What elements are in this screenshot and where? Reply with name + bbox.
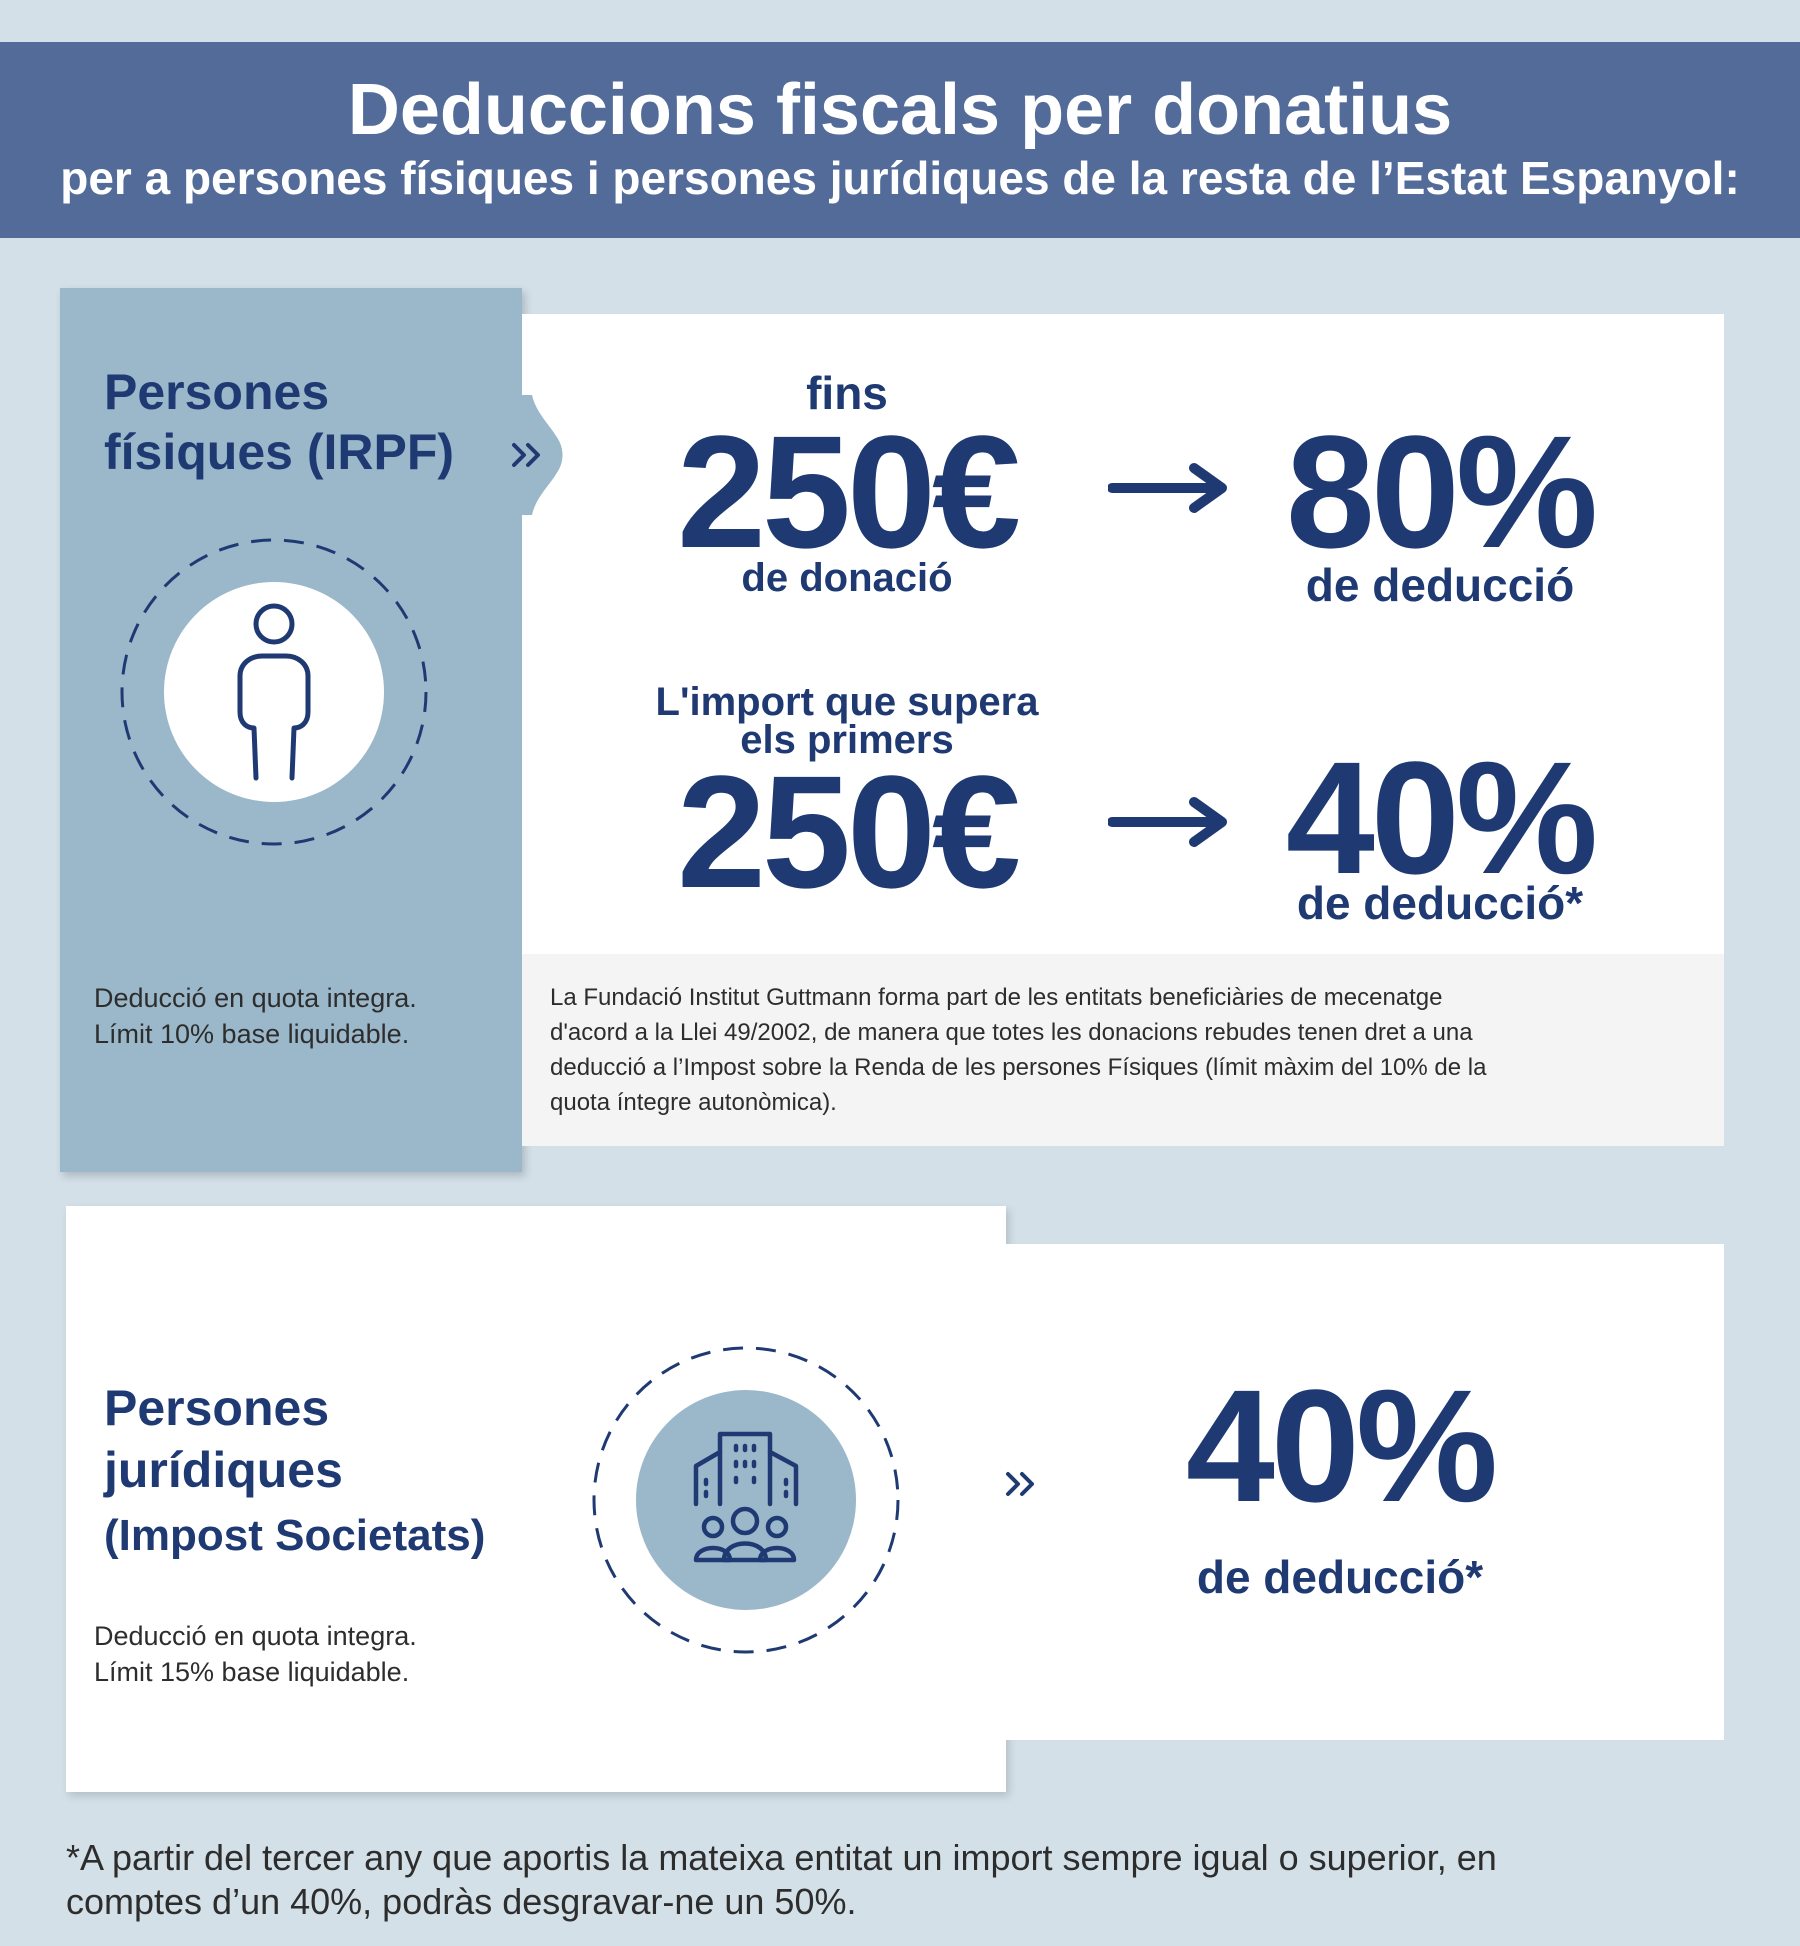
fisiques-note-line1: Deducció en quota integra. (94, 983, 417, 1013)
header-banner: Deduccions fiscals per donatius per a pe… (0, 42, 1800, 238)
tier1-percent-label: de deducció (1305, 559, 1575, 611)
double-chevron-icon (1006, 1472, 1034, 1496)
legal-line: La Fundació Institut Guttmann forma part… (550, 984, 1443, 1011)
juridiques-percent-label: de deducció* (1196, 1551, 1484, 1603)
fisiques-legal-text: La Fundació Institut Guttmann forma part… (550, 980, 1700, 1120)
tier1-percent: 80% (1285, 402, 1598, 581)
fisiques-title-line1: Persones (104, 364, 330, 420)
page-title: Deduccions fiscals per donatius (347, 70, 1453, 150)
tier1-amount: 250€ (677, 402, 1021, 581)
legal-line: deducció a l’Impost sobre la Renda de le… (550, 1054, 1487, 1081)
legal-line: d'acord a la Llei 49/2002, de manera que… (550, 1019, 1473, 1046)
page-subtitle: per a persones físiques i persones juríd… (60, 152, 1740, 204)
person-icon (120, 538, 428, 846)
arrow-right-icon (1108, 463, 1227, 513)
juridiques-title-line3: (Impost Societats) (104, 1511, 486, 1560)
fisiques-note-line2: Límit 10% base liquidable. (94, 1019, 410, 1049)
legal-line: quota íntegre autonòmica). (550, 1089, 837, 1116)
fisiques-legal-panel (522, 954, 1724, 1146)
tier2-percent-label: de deducció* (1296, 877, 1584, 929)
juridiques-title-line1: Persones (104, 1380, 330, 1436)
tier2-percent: 40% (1285, 728, 1598, 907)
juridiques-note-line1: Deducció en quota integra. (94, 1621, 417, 1651)
building-people-icon (592, 1346, 900, 1654)
pointer-tab (512, 395, 563, 515)
fisiques-values-panel (522, 314, 1724, 954)
fisiques-title-line2: físiques (IRPF) (104, 424, 455, 480)
tier1-amount-label: de donació (741, 556, 953, 600)
footnote: *A partir del tercer any que aportis la … (66, 1836, 1756, 1924)
tier1-prefix: fins (806, 367, 888, 419)
juridiques-values-panel (1006, 1244, 1724, 1740)
tier2-prefix-line2: els primers (740, 718, 954, 762)
juridiques-note-line2: Límit 15% base liquidable. (94, 1657, 410, 1687)
footnote-line1: *A partir del tercer any que aportis la … (66, 1837, 1497, 1878)
juridiques-percent: 40% (1185, 1356, 1498, 1535)
tier2-prefix-line1: L'import que supera (655, 680, 1039, 724)
juridiques-title-line2: jurídiques (104, 1442, 343, 1498)
tier2-amount: 250€ (677, 742, 1021, 921)
footnote-line2: comptes d’un 40%, podràs desgravar-ne un… (66, 1881, 857, 1922)
pointer-tab (1006, 1424, 1047, 1544)
double-chevron-icon (512, 443, 540, 467)
arrow-right-icon (1108, 797, 1227, 847)
